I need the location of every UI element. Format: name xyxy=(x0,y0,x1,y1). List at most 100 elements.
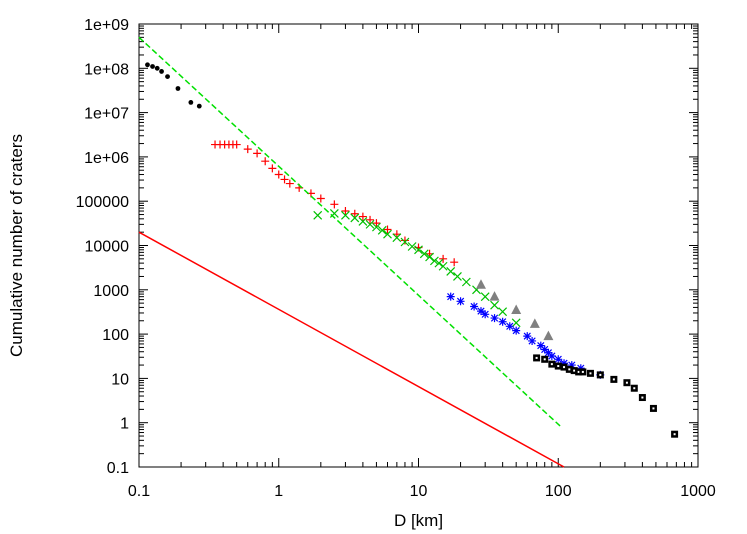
star-marker xyxy=(512,326,521,335)
plus-marker xyxy=(372,219,381,228)
y-axis-title: Cumulative number of craters xyxy=(7,134,26,357)
plus-marker xyxy=(280,175,289,184)
square-marker-center xyxy=(641,396,644,399)
plus-marker xyxy=(350,209,359,218)
cross-marker xyxy=(461,277,471,287)
triangle-marker xyxy=(529,318,540,328)
star-marker xyxy=(576,364,585,373)
y-tick-label: 1e+09 xyxy=(84,17,129,34)
star-marker xyxy=(490,314,499,323)
square-marker-center xyxy=(612,378,615,381)
cross-marker xyxy=(372,222,381,232)
x-tick-label: 0.1 xyxy=(128,483,150,500)
y-tick-label: 1 xyxy=(120,416,129,433)
series-0 xyxy=(145,62,202,109)
series-3 xyxy=(475,279,554,341)
y-tick-label: 1e+07 xyxy=(84,106,129,123)
x-tick-label: 10 xyxy=(410,483,428,500)
plus-marker xyxy=(450,258,459,267)
star-marker xyxy=(481,310,490,319)
series-6 xyxy=(138,36,562,428)
plus-marker xyxy=(330,200,339,209)
star-marker xyxy=(540,345,549,354)
star-marker xyxy=(567,361,576,370)
series-5 xyxy=(533,354,679,438)
cross-marker xyxy=(434,258,444,268)
star-marker xyxy=(523,332,532,341)
dot-marker xyxy=(165,74,170,79)
square-marker-center xyxy=(550,363,553,366)
cross-marker xyxy=(400,237,410,247)
y-tick-label: 1e+08 xyxy=(84,61,129,78)
y-tick-label: 1000 xyxy=(93,283,129,300)
star-marker xyxy=(528,336,537,345)
y-tick-label: 0.1 xyxy=(107,460,129,477)
plus-marker xyxy=(358,212,367,221)
square-marker-center xyxy=(577,370,580,373)
y-tick-label: 10000 xyxy=(85,239,130,256)
plus-marker xyxy=(253,149,262,158)
triangle-marker xyxy=(511,304,522,314)
series-2 xyxy=(313,208,521,328)
plus-marker xyxy=(243,145,252,154)
plus-marker xyxy=(232,140,241,149)
star-marker xyxy=(560,359,569,368)
dot-marker xyxy=(188,99,194,105)
dot-marker xyxy=(175,86,181,91)
cross-marker xyxy=(429,256,439,266)
plus-marker xyxy=(400,236,409,245)
square-marker-center xyxy=(563,366,566,369)
star-marker xyxy=(476,307,485,316)
dot-marker xyxy=(145,62,150,68)
dot-marker xyxy=(154,65,160,71)
y-tick-label: 10 xyxy=(111,371,129,388)
cross-marker xyxy=(446,266,456,276)
star-marker xyxy=(554,355,563,364)
y-tick-label: 1e+06 xyxy=(84,150,129,167)
square-marker-center xyxy=(535,356,538,359)
triangle-marker xyxy=(475,279,486,289)
square-marker-center xyxy=(652,407,655,410)
cross-marker xyxy=(453,272,462,281)
plus-marker xyxy=(274,170,283,179)
dashed-fit-line xyxy=(138,36,562,428)
cross-marker xyxy=(480,292,490,302)
star-marker xyxy=(544,348,553,357)
dot-marker xyxy=(150,64,155,69)
square-marker-center xyxy=(557,365,560,368)
plus-marker xyxy=(439,254,448,263)
plus-marker xyxy=(341,207,350,216)
star-marker xyxy=(470,302,479,311)
triangle-marker xyxy=(489,291,500,301)
plus-marker xyxy=(285,179,294,188)
cross-marker xyxy=(392,233,402,243)
series-1 xyxy=(211,140,459,267)
cross-marker xyxy=(358,216,368,226)
cross-marker xyxy=(383,229,392,239)
cross-marker xyxy=(490,300,499,310)
square-marker-center xyxy=(581,370,584,373)
cross-marker xyxy=(329,208,339,218)
x-tick-label: 100 xyxy=(545,483,572,500)
square-marker-center xyxy=(568,368,571,371)
cross-marker xyxy=(313,210,323,220)
axis-ticks xyxy=(138,23,699,468)
x-tick-label: 1000 xyxy=(680,483,716,500)
y-tick-label: 100000 xyxy=(76,194,129,211)
y-tick-labels: 0.1 1 10 100 1000 10000 100000 1e+06 1e+07 1e+08 1… xyxy=(76,17,129,477)
cross-marker xyxy=(407,242,417,251)
series-7 xyxy=(138,231,565,468)
cross-marker xyxy=(414,245,423,255)
plus-marker xyxy=(383,225,392,234)
star-marker xyxy=(498,317,507,326)
solid-fit-line xyxy=(138,231,565,468)
star-marker xyxy=(456,297,465,306)
square-marker-center xyxy=(543,358,546,361)
cross-marker xyxy=(377,225,387,235)
dot-marker xyxy=(159,69,164,74)
plus-marker xyxy=(261,157,270,166)
star-marker xyxy=(536,341,545,350)
square-marker-center xyxy=(673,433,676,436)
series-4 xyxy=(446,292,605,379)
